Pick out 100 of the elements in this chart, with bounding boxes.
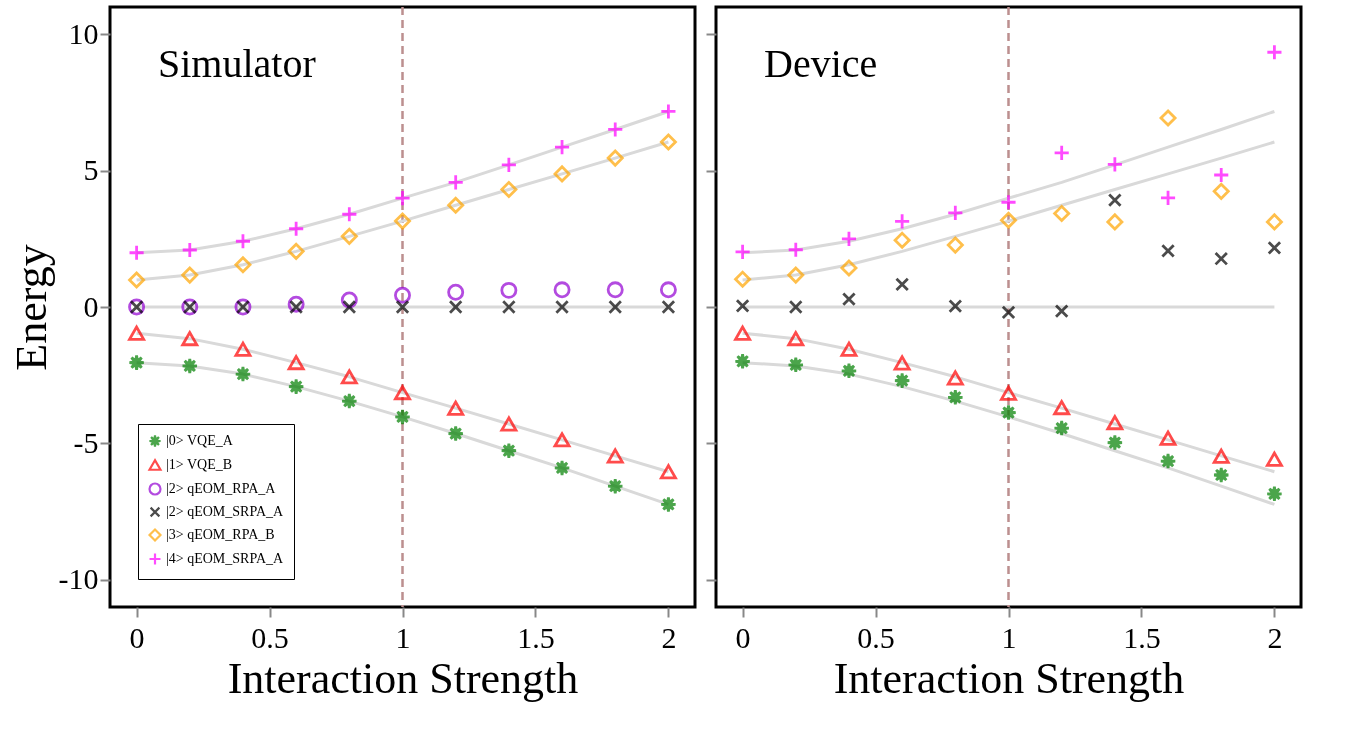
point: [1160, 243, 1176, 258]
point: [840, 341, 858, 357]
point: [234, 232, 252, 250]
point: [128, 271, 146, 289]
point: [340, 227, 358, 245]
point: [1159, 189, 1177, 207]
y-axis-title: Energy: [6, 244, 56, 371]
point: [606, 120, 624, 138]
point: [1053, 144, 1071, 162]
point: [1106, 155, 1124, 173]
point: [447, 283, 465, 301]
point: [1265, 43, 1283, 61]
x-tick-label: 1: [1001, 620, 1017, 654]
y-tick-label: -10: [58, 562, 99, 596]
point: [893, 231, 911, 249]
point: [1212, 448, 1230, 464]
point: [946, 370, 964, 386]
point: [608, 299, 623, 315]
x-axis-title: Interaction Strength: [833, 653, 1185, 703]
point: [342, 299, 357, 315]
y-tick-label: -5: [73, 425, 99, 459]
point: [128, 325, 146, 341]
point: [946, 236, 964, 254]
point: [553, 281, 571, 299]
point: [340, 369, 358, 385]
text: Simulator: [158, 41, 316, 86]
point: [553, 432, 571, 448]
point: [553, 165, 571, 183]
point: [946, 204, 964, 222]
point: [659, 464, 677, 480]
point: [340, 205, 358, 223]
legend-label: |1> VQE_B: [166, 457, 233, 472]
legend-label: |0> VQE_A: [166, 433, 234, 448]
x-tick-label: 1.5: [517, 620, 555, 654]
x-tick-label: 1: [395, 620, 411, 654]
point: [1214, 251, 1229, 266]
point: [1267, 240, 1282, 255]
x-tick-label: 0.5: [251, 620, 289, 654]
point: [1053, 400, 1071, 416]
point: [606, 149, 624, 167]
point: [447, 196, 465, 214]
point: [1265, 213, 1283, 231]
point: [788, 299, 803, 315]
x-tick-label: 2: [661, 620, 677, 654]
point: [893, 355, 911, 371]
point: [289, 299, 304, 315]
point: [394, 286, 411, 304]
point: [840, 230, 858, 248]
y-tick-label: 5: [83, 153, 99, 187]
x-tick-label: 0: [735, 620, 751, 654]
point: [394, 212, 411, 230]
point: [735, 298, 750, 313]
point: [948, 299, 963, 314]
point: [554, 299, 570, 315]
point: [500, 180, 518, 198]
point: [606, 448, 624, 464]
point: [1000, 193, 1017, 211]
point: [1000, 211, 1017, 229]
legend-label: |2> qEOM_SRPA_A: [166, 504, 285, 519]
point: [659, 281, 677, 299]
x-tick-label: 2: [1267, 620, 1283, 654]
point: [787, 331, 805, 347]
point: [659, 102, 677, 120]
text: Device: [764, 41, 878, 86]
point: [1000, 385, 1017, 401]
x-tick-label: 1.5: [1123, 620, 1161, 654]
x-axis-title: Interaction Strength: [227, 653, 579, 703]
legend-label: |2> qEOM_RPA_A: [166, 481, 277, 496]
point: [1001, 305, 1016, 320]
point: [500, 416, 518, 432]
y-tick-label: 10: [68, 16, 99, 50]
point: [1212, 182, 1230, 200]
point: [787, 241, 805, 259]
x-tick-label: 0: [129, 620, 145, 654]
point: [448, 299, 463, 315]
point: [287, 220, 305, 238]
x-tick-label: 0.5: [857, 620, 895, 654]
point: [287, 242, 305, 260]
point: [841, 292, 857, 307]
point: [734, 325, 752, 341]
point: [1159, 430, 1177, 446]
point: [840, 259, 858, 277]
point: [394, 189, 411, 207]
point: [234, 256, 252, 274]
point: [181, 241, 199, 259]
point: [500, 156, 518, 174]
point: [394, 385, 411, 401]
y-tick-label: 0: [83, 289, 99, 323]
point: [501, 299, 516, 315]
point: [181, 266, 199, 284]
point: [734, 243, 752, 261]
point: [500, 281, 518, 299]
point: [1212, 166, 1230, 184]
point: [606, 281, 624, 299]
point: [287, 355, 305, 371]
point: [895, 277, 910, 292]
point: [1106, 415, 1124, 431]
point: [734, 270, 752, 288]
point: [659, 133, 677, 151]
point: [447, 173, 465, 191]
